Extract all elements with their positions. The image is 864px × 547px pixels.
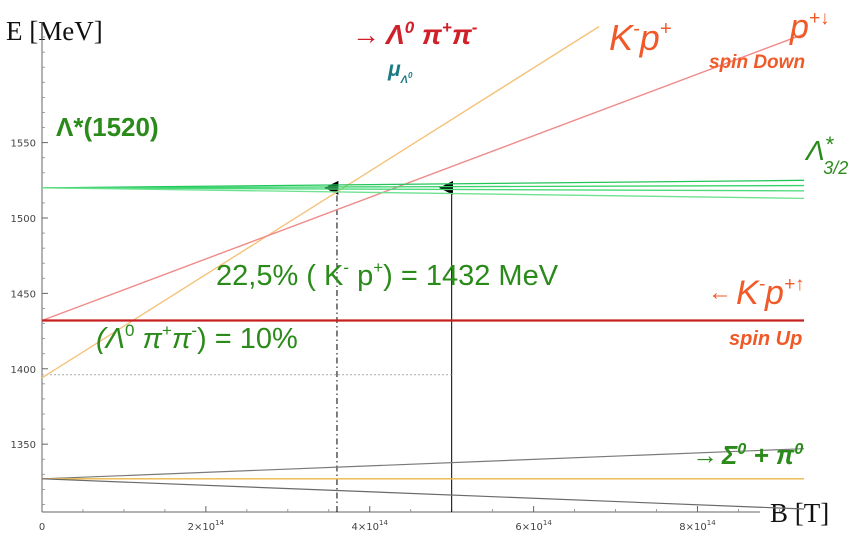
lambda-decay-label: → Λ0 π+π- <box>352 18 478 50</box>
series-line-0 <box>41 25 600 379</box>
y-axis-title: E [MeV] <box>6 16 103 46</box>
y-tick-label: 1450 <box>11 289 36 300</box>
kp-percent-label: 22,5% ( K- p+) = 1432 MeV <box>216 258 559 292</box>
kp-spin-up-label: ← K-p+↑ <box>708 274 805 312</box>
x-tick-label: 4×1014 <box>352 519 389 533</box>
series-lines <box>41 25 805 510</box>
p-spin-down-label: p+↓ <box>789 8 830 46</box>
series-line-4 <box>41 184 805 189</box>
spin-up-label: spin Up <box>729 328 802 350</box>
spin-down-label: spin Down <box>709 52 805 73</box>
x-ticks: 0 2×1014 4×1014 6×1014 8×1014 <box>39 506 780 533</box>
series-line-1 <box>41 33 805 322</box>
series-line-5 <box>41 187 805 192</box>
series-line-7 <box>41 448 805 480</box>
lambda-percent-label: (Λ0 π+π-) = 10% <box>96 321 298 355</box>
y-tick-label: 1350 <box>11 440 36 451</box>
lambda-star-label: Λ*(1520) <box>56 112 159 142</box>
x-axis-title: B [T] <box>770 498 829 528</box>
series-line-9 <box>41 478 805 510</box>
mu-lambda-label: μΛ0 <box>387 58 413 86</box>
kp-spin-down-label: K-p+ <box>609 17 671 58</box>
series-line-3 <box>41 179 805 189</box>
y-ticks: 1350 1400 1450 1500 1550 <box>11 36 48 505</box>
sigma-decay-label: → Σ0 + π0 <box>692 440 803 470</box>
x-tick-label: 8×1014 <box>679 519 716 533</box>
y-tick-label: 1500 <box>11 214 36 225</box>
x-tick-label: 6×1014 <box>515 519 552 533</box>
x-tick-label: 2×1014 <box>188 519 225 533</box>
lambda-32-label: Λ* 3/2 <box>804 132 848 178</box>
series-line-6 <box>41 187 805 200</box>
guide-lines <box>42 180 454 512</box>
x-tick-label: 0 <box>39 522 45 533</box>
y-tick-label: 1550 <box>11 139 36 150</box>
y-tick-label: 1400 <box>11 365 36 376</box>
